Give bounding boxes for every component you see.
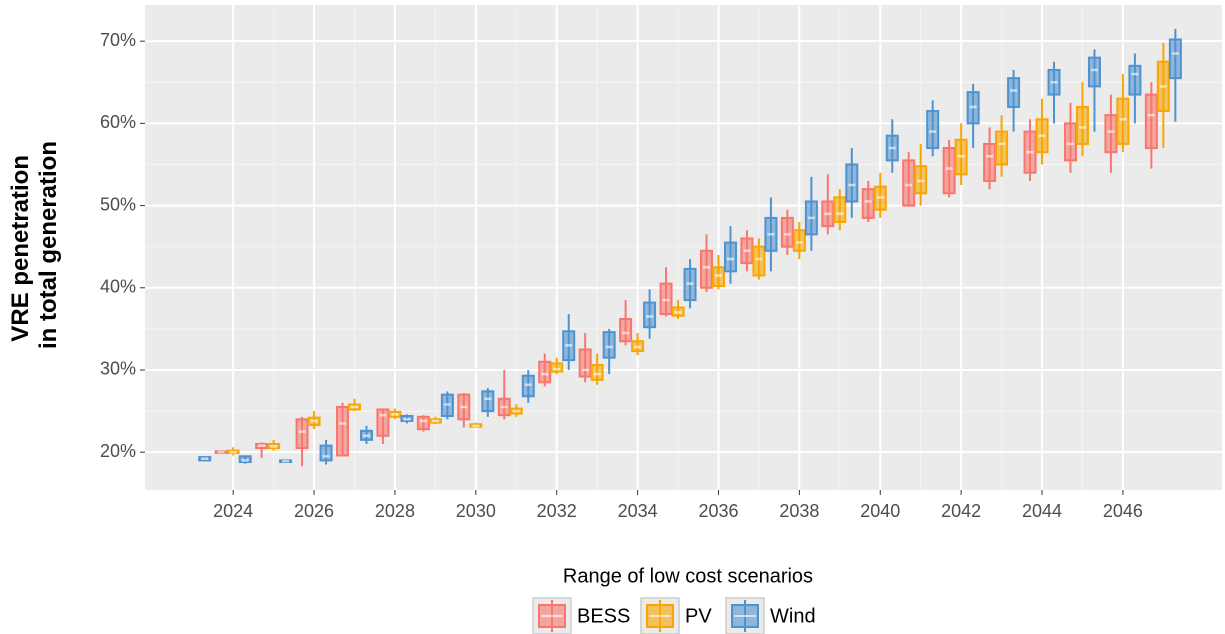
x-tick-label: 2034 (618, 501, 658, 521)
legend: BESS PV Wind (532, 597, 816, 634)
box (926, 110, 940, 150)
x-tick-label: 2032 (537, 501, 577, 521)
box (643, 301, 657, 329)
y-tick-label: 30% (100, 359, 136, 379)
box (699, 249, 713, 289)
x-tick-label: 2038 (779, 501, 819, 521)
box (416, 415, 430, 431)
y-tick-label: 50% (100, 194, 136, 214)
box (295, 418, 309, 450)
box (1063, 122, 1077, 162)
y-tick-label: 20% (100, 441, 136, 461)
x-tick-label: 2026 (294, 501, 334, 521)
y-tick-label: 60% (100, 112, 136, 132)
box (792, 229, 806, 252)
box (590, 364, 604, 381)
x-tick-label: 2046 (1103, 501, 1143, 521)
box (1087, 56, 1101, 88)
y-axis-label-line: VRE penetration (7, 155, 34, 342)
box (619, 318, 633, 343)
box (983, 142, 997, 182)
box (1104, 114, 1118, 154)
grid (145, 5, 1222, 490)
legend-label: PV (685, 605, 712, 627)
box (376, 408, 390, 437)
box (902, 159, 916, 207)
box (578, 348, 592, 378)
y-axis-label-line: in total generation (35, 141, 62, 349)
box (538, 360, 552, 384)
box (1128, 64, 1142, 96)
box (1144, 93, 1158, 150)
x-tick-label: 2030 (456, 501, 496, 521)
box (780, 216, 794, 248)
legend-label: BESS (577, 605, 630, 627)
x-tick-label: 2024 (213, 501, 253, 521)
y-axis-label: VRE penetration in total generation (7, 141, 62, 349)
box (1007, 77, 1021, 108)
box (1168, 38, 1182, 80)
box (1075, 105, 1089, 145)
y-tick-label: 40% (100, 277, 136, 297)
legend-label: Wind (770, 605, 816, 627)
box (995, 130, 1009, 166)
box (942, 147, 956, 195)
box (602, 331, 616, 359)
box (550, 362, 564, 373)
x-tick-label: 2044 (1022, 501, 1062, 521)
x-tick-label: 2036 (698, 501, 738, 521)
legend-title: Range of low cost scenarios (563, 565, 813, 587)
y-tick-label: 70% (100, 30, 136, 50)
x-tick-label: 2042 (941, 501, 981, 521)
box (752, 245, 766, 277)
box (481, 390, 495, 413)
box (319, 444, 333, 462)
box (833, 196, 847, 224)
x-tick-label: 2040 (860, 501, 900, 521)
box (723, 241, 737, 273)
marks (198, 28, 1182, 467)
box (845, 163, 859, 203)
x-tick-label: 2028 (375, 501, 415, 521)
box (861, 188, 875, 219)
box (1116, 97, 1130, 145)
box (335, 405, 349, 457)
